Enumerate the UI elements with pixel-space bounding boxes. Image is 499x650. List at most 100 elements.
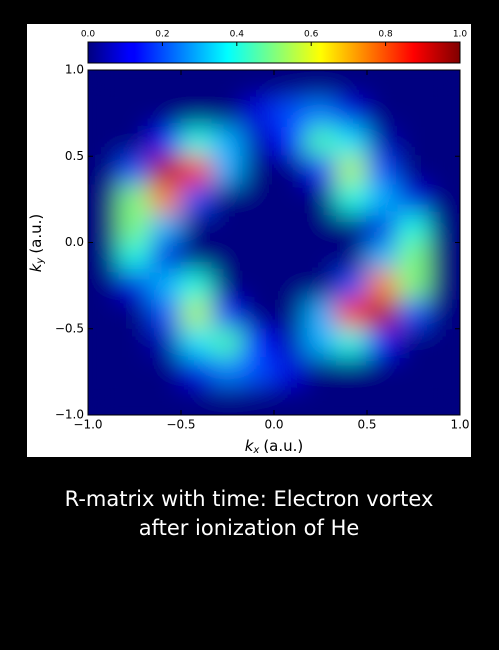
heatmap-cell: [397, 155, 430, 186]
heatmap-cell: [242, 98, 275, 128]
heatmap-cell: [273, 213, 306, 244]
colorbar-tick-label: 0.0: [81, 30, 96, 40]
heatmap-cell: [149, 299, 182, 330]
y-tick-label: 0.5: [65, 149, 84, 163]
heatmap-cell: [211, 270, 244, 301]
heatmap: [88, 70, 460, 415]
heatmap-cell: [273, 299, 306, 330]
heatmap-cell: [149, 385, 182, 415]
heatmap-cell: [118, 213, 151, 244]
heatmap-cell: [273, 385, 306, 415]
heatmap-cell: [428, 155, 460, 186]
heatmap-cell: [397, 299, 430, 330]
heatmap-cell: [149, 184, 182, 215]
heatmap-cell: [397, 213, 430, 244]
heatmap-cell: [304, 184, 337, 215]
heatmap-cell: [149, 357, 182, 387]
heatmap-cell: [335, 70, 368, 100]
x-label-unit: (a.u.): [263, 437, 303, 455]
heatmap-cell: [180, 270, 213, 301]
heatmap-cell: [242, 270, 275, 301]
heatmap-cell: [118, 70, 151, 100]
heatmap-cell: [335, 385, 368, 415]
heatmap-cell: [304, 385, 337, 415]
heatmap-cell: [211, 328, 244, 358]
heatmap-cell: [211, 155, 244, 186]
colorbar-tick-label: 0.4: [230, 30, 245, 40]
heatmap-cell: [180, 328, 213, 358]
heatmap-cell: [366, 127, 399, 157]
heatmap-cell: [335, 328, 368, 358]
heatmap-cell: [304, 328, 337, 358]
heatmap-cell: [180, 357, 213, 387]
heatmap-cell: [242, 299, 275, 330]
heatmap-cell: [397, 184, 430, 215]
heatmap-cell: [366, 98, 399, 128]
heatmap-cell: [211, 357, 244, 387]
heatmap-cell: [180, 213, 213, 244]
x-tick-label: 1.0: [450, 418, 469, 432]
heatmap-cell: [335, 299, 368, 330]
heatmap-cell: [118, 241, 151, 272]
heatmap-cell: [366, 155, 399, 186]
heatmap-cell: [88, 213, 120, 244]
heatmap-cell: [88, 70, 120, 100]
heatmap-cell: [118, 357, 151, 387]
heatmap-cell: [304, 241, 337, 272]
heatmap-cell: [304, 70, 337, 100]
heatmap-cell: [428, 98, 460, 128]
heatmap-cell: [118, 98, 151, 128]
heatmap-cell: [149, 328, 182, 358]
heatmap-cell: [149, 270, 182, 301]
heatmap-cell: [88, 155, 120, 186]
y-tick-label: −0.5: [55, 321, 84, 335]
heatmap-cell: [88, 98, 120, 128]
heatmap-cell: [242, 70, 275, 100]
heatmap-cell: [273, 127, 306, 157]
colorbar-tick-label: 0.6: [304, 30, 319, 40]
heatmap-cell: [211, 385, 244, 415]
heatmap-cell: [88, 184, 120, 215]
heatmap-cell: [211, 184, 244, 215]
heatmap-cell: [149, 70, 182, 100]
heatmap-cell: [273, 241, 306, 272]
heatmap-cell: [335, 357, 368, 387]
heatmap-cell: [366, 328, 399, 358]
x-label-subscript: x: [252, 445, 259, 456]
heatmap-cell: [428, 385, 460, 415]
colorbar-tick-label: 0.2: [155, 30, 169, 40]
heatmap-cell: [304, 357, 337, 387]
heatmap-cell: [180, 184, 213, 215]
heatmap-cell: [397, 357, 430, 387]
heatmap-cell: [118, 184, 151, 215]
heatmap-cell: [366, 241, 399, 272]
heatmap-cell: [304, 127, 337, 157]
heatmap-cell: [242, 127, 275, 157]
y-tick-label: 1.0: [65, 63, 84, 77]
heatmap-cell: [180, 70, 213, 100]
heatmap-cell: [428, 328, 460, 358]
heatmap-cell: [242, 357, 275, 387]
x-label-symbol: k: [245, 437, 255, 455]
heatmap-cell: [88, 357, 120, 387]
heatmap-cell: [304, 213, 337, 244]
heatmap-cell: [88, 328, 120, 358]
heatmap-cell: [273, 184, 306, 215]
x-tick-label: −0.5: [166, 418, 195, 432]
heatmap-cell: [397, 270, 430, 301]
heatmap-cell: [366, 213, 399, 244]
heatmap-cell: [88, 299, 120, 330]
heatmap-cell: [304, 299, 337, 330]
heatmap-cell: [273, 328, 306, 358]
heatmap-cell: [428, 70, 460, 100]
heatmap-cell: [242, 184, 275, 215]
y-tick-label: −1.0: [55, 408, 84, 422]
heatmap-cell: [366, 385, 399, 415]
x-axis-label: kx (a.u.): [245, 437, 304, 457]
heatmap-cell: [118, 385, 151, 415]
heatmap-cell: [211, 299, 244, 330]
heatmap-cell: [118, 299, 151, 330]
heatmap-cell: [211, 98, 244, 128]
heatmap-cell: [304, 98, 337, 128]
heatmap-cell: [335, 155, 368, 186]
